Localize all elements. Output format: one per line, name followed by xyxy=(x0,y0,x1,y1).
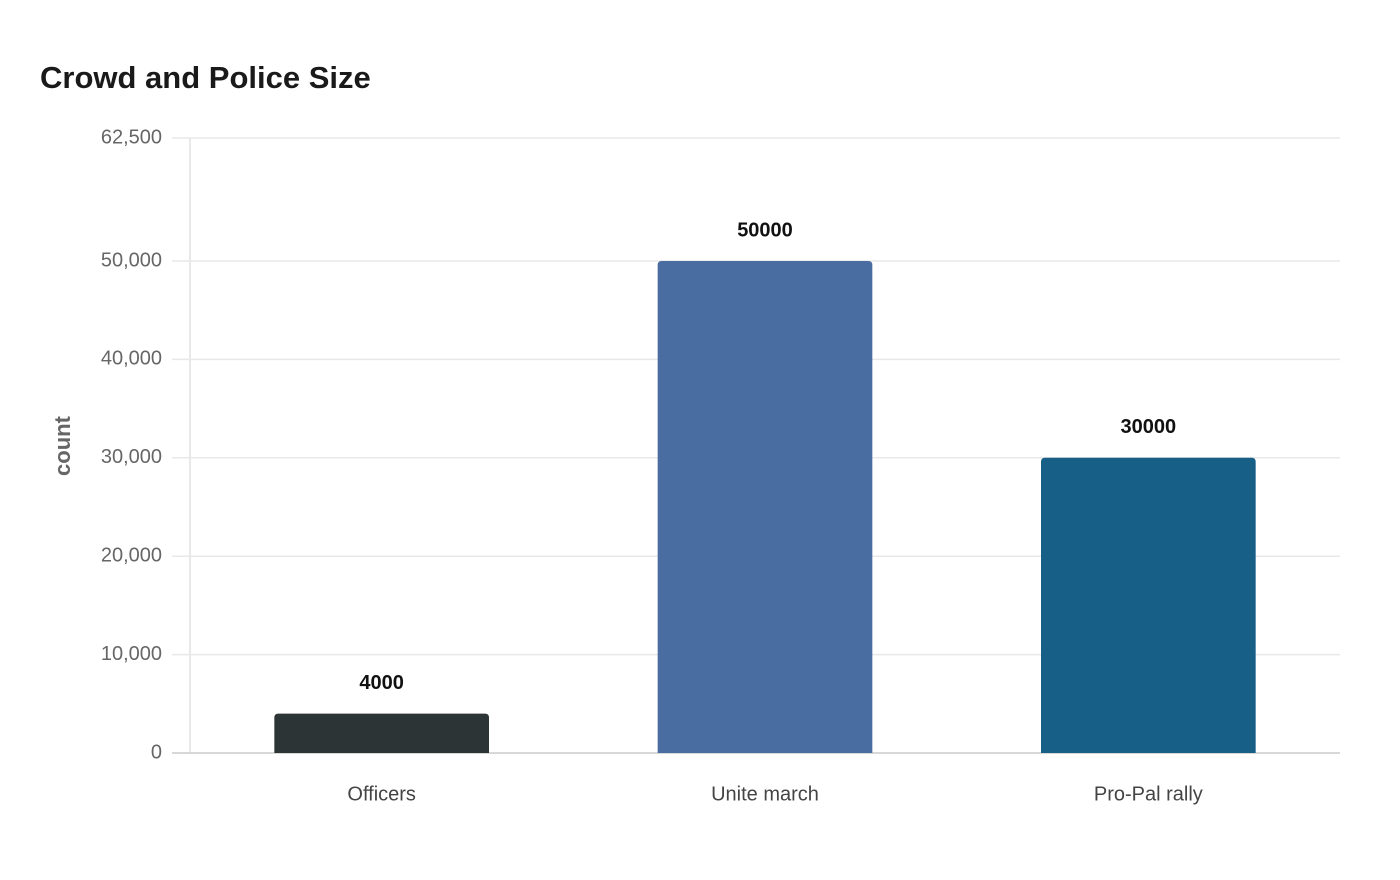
y-tick-label: 40,000 xyxy=(101,348,162,370)
y-tick-label: 30,000 xyxy=(101,446,162,468)
x-tick-label: Pro-Pal rally xyxy=(1094,783,1203,805)
bar xyxy=(1041,457,1256,753)
bar xyxy=(274,713,489,753)
y-tick-label: 50,000 xyxy=(101,249,162,271)
y-tick-label: 10,000 xyxy=(101,643,162,665)
x-tick-label: Unite march xyxy=(711,783,819,805)
y-tick-label: 62,500 xyxy=(101,126,162,148)
value-label: 30000 xyxy=(1121,416,1177,438)
chart-title: Crowd and Police Size xyxy=(40,60,371,95)
x-tick-label: Officers xyxy=(347,783,416,805)
y-tick-label: 0 xyxy=(151,741,162,763)
value-label: 4000 xyxy=(359,672,404,694)
value-label: 50000 xyxy=(737,219,793,241)
bar xyxy=(657,261,873,753)
y-tick-label: 20,000 xyxy=(101,544,162,566)
y-axis-label: count xyxy=(50,415,75,476)
